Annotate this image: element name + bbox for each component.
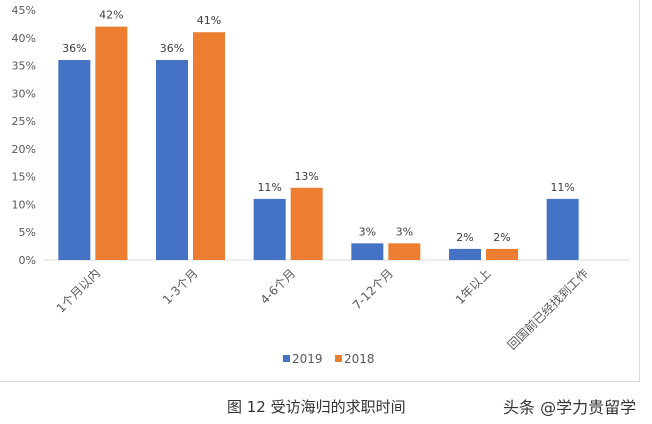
legend-swatch-2019 — [283, 355, 290, 362]
bar-2018 — [290, 187, 323, 260]
data-label: 41% — [197, 14, 221, 27]
bar-2019 — [351, 243, 384, 260]
y-tick-label: 25% — [12, 115, 36, 128]
watermark: 头条 @学力贵留学 — [503, 398, 637, 417]
data-label: 3% — [396, 225, 413, 238]
y-tick-label: 30% — [12, 87, 36, 100]
y-tick-label: 10% — [12, 198, 36, 211]
y-tick-label: 35% — [12, 60, 36, 73]
data-label: 11% — [550, 181, 574, 194]
x-tick-label: 7-12个月 — [350, 266, 396, 312]
y-tick-label: 5% — [19, 226, 36, 239]
data-label: 11% — [257, 181, 281, 194]
bar-2018 — [193, 32, 225, 260]
legend-label: 2018 — [344, 352, 375, 366]
y-tick-label: 40% — [12, 32, 36, 45]
data-label: 13% — [294, 170, 318, 183]
bar-2019 — [156, 60, 188, 260]
y-tick-label: 15% — [12, 171, 36, 184]
bar-2019 — [253, 198, 286, 260]
x-tick-label: 4-6个月 — [258, 266, 299, 307]
data-label: 2% — [456, 231, 473, 244]
data-label: 36% — [62, 42, 86, 55]
data-label: 3% — [359, 225, 376, 238]
bar-2018 — [486, 248, 518, 260]
chart-frame — [0, 0, 640, 382]
bar-2019 — [546, 198, 579, 260]
data-label: 36% — [160, 42, 184, 55]
bar-2019 — [449, 248, 481, 260]
legend-swatch-2018 — [335, 355, 342, 362]
figure-caption: 图 12 受访海归的求职时间 — [227, 398, 406, 416]
bar-2019 — [58, 60, 91, 260]
bar-2018 — [388, 243, 421, 260]
data-label: 2% — [493, 231, 510, 244]
y-tick-label: 0% — [19, 254, 36, 267]
x-tick-label: 1年以上 — [453, 266, 494, 307]
x-tick-label: 1个月以内 — [54, 266, 103, 315]
x-tick-label: 1-3个月 — [160, 266, 201, 307]
bar-2018 — [95, 26, 128, 260]
legend-label: 2019 — [292, 352, 323, 366]
x-tick-label: 回国前已经找到工作 — [504, 266, 591, 353]
data-label: 42% — [99, 9, 123, 22]
y-tick-label: 45% — [12, 4, 36, 17]
y-tick-label: 20% — [12, 143, 36, 156]
